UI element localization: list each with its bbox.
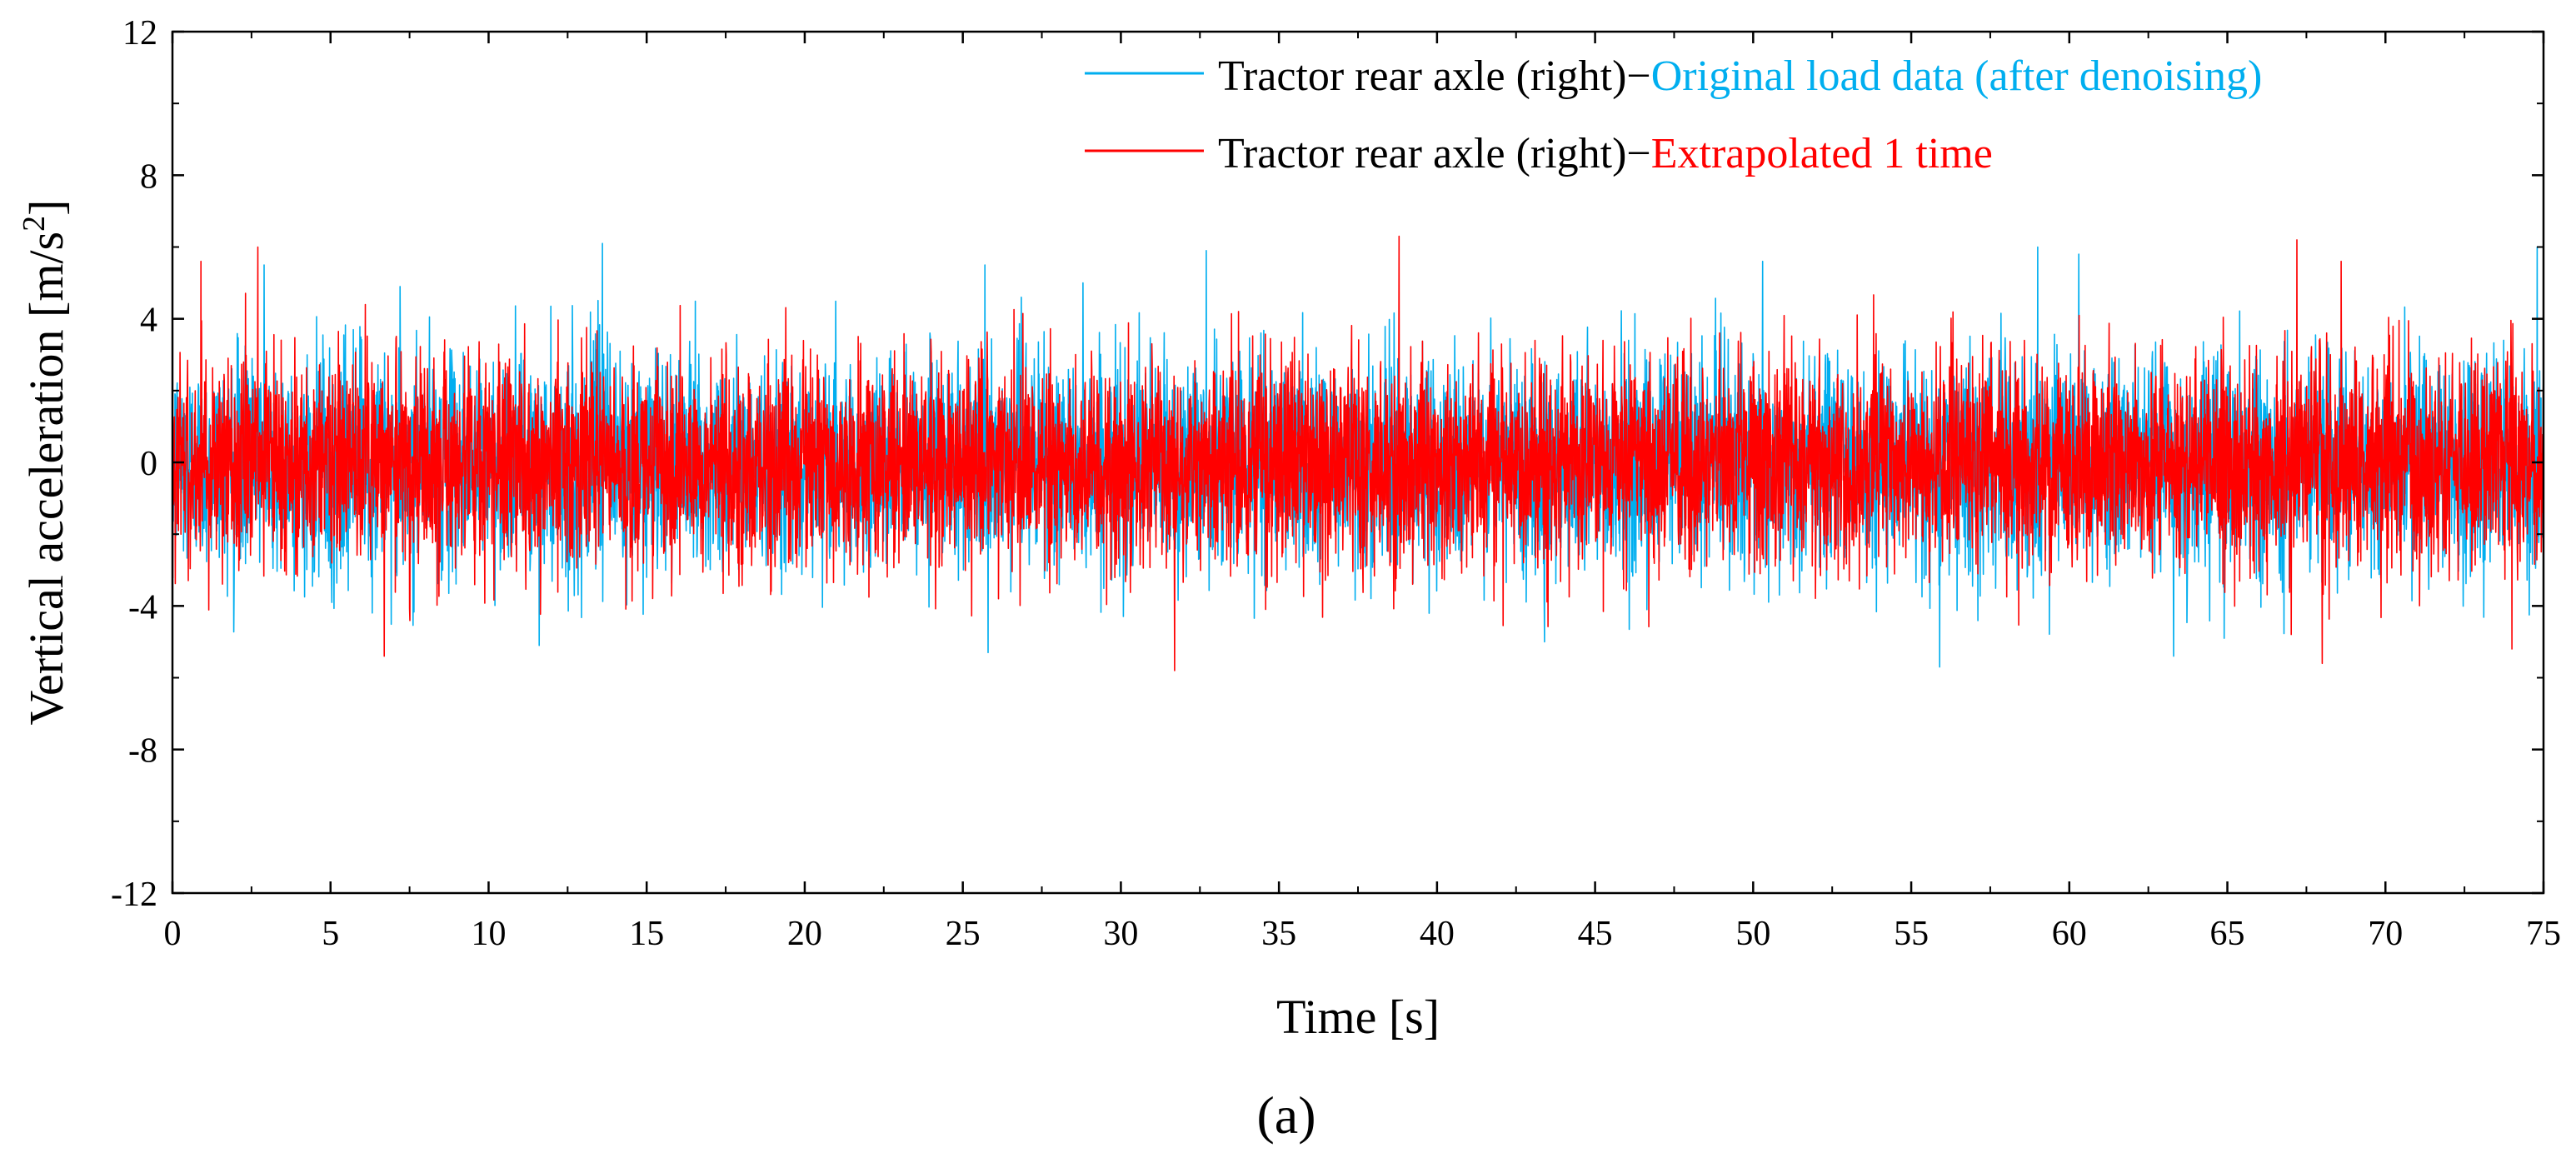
x-tick-label: 35	[1261, 915, 1296, 953]
legend-label-original-prefix: Tractor rear axle (right)−	[1218, 52, 1651, 100]
figure-caption: (a)	[1256, 1086, 1315, 1145]
legend: Tractor rear axle (right)−Original load …	[1085, 52, 2262, 177]
x-tick-label: 0	[164, 915, 182, 953]
y-tick-label: -4	[128, 588, 157, 626]
x-tick-label: 60	[2052, 915, 2087, 953]
x-tick-label: 70	[2368, 915, 2403, 953]
x-tick-label: 25	[946, 915, 981, 953]
x-tick-label: 10	[471, 915, 506, 953]
y-tick-label: 12	[122, 14, 157, 52]
x-tick-label: 55	[1894, 915, 1929, 953]
legend-entry-extrapolated: Tractor rear axle (right)−Extrapolated 1…	[1085, 130, 1993, 177]
y-tick-label: 4	[140, 302, 157, 340]
y-tick-label: 0	[140, 445, 157, 483]
y-axis-label: Vertical acceleration [m/s2]	[17, 200, 73, 726]
y-tick-label: -12	[111, 876, 157, 914]
y-tick-label: -8	[128, 732, 157, 771]
legend-entry-original: Tractor rear axle (right)−Original load …	[1085, 52, 2262, 100]
x-axis-label: Time [s]	[1276, 990, 1440, 1044]
x-tick-label: 75	[2526, 915, 2561, 953]
x-tick-label: 15	[629, 915, 664, 953]
x-tick-label: 40	[1420, 915, 1455, 953]
series-line-extrapolated	[172, 235, 2544, 671]
y-axis-label-superscript: 2	[17, 216, 52, 232]
x-tick-label: 65	[2210, 915, 2245, 953]
x-tick-label: 20	[787, 915, 822, 953]
x-axis: 0 5 10 15 20 25 30 35 40 45 50 55 60 65 70 75	[164, 32, 2561, 953]
x-tick-label: 5	[322, 915, 339, 953]
legend-label-extrapolated-highlight: Extrapolated 1 time	[1651, 130, 1993, 177]
svg-text:Tractor rear axle (right)−Extr: Tractor rear axle (right)−Extrapolated 1…	[1218, 130, 1993, 177]
legend-label-original-highlight: Original load data (after denoising)	[1651, 52, 2263, 100]
legend-label-extrapolated-prefix: Tractor rear axle (right)−	[1218, 130, 1651, 177]
y-tick-label: 8	[140, 157, 157, 196]
x-tick-label: 50	[1735, 915, 1770, 953]
x-tick-label: 30	[1103, 915, 1138, 953]
y-axis: -12 -8 -4 0 4 8 12	[111, 14, 2544, 914]
x-tick-label: 45	[1578, 915, 1613, 953]
svg-text:Tractor rear axle (right)−Orig: Tractor rear axle (right)−Original load …	[1218, 52, 2262, 100]
